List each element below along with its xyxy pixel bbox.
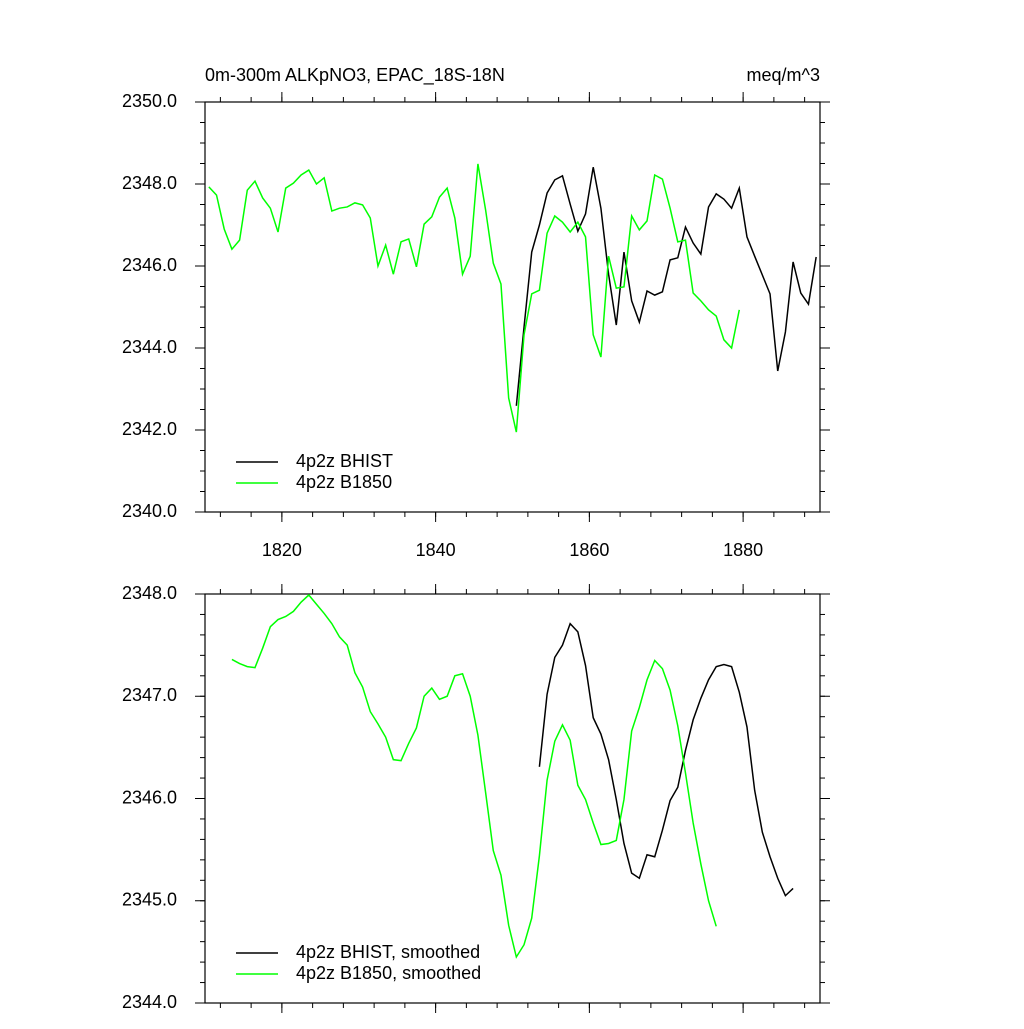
legend-label: 4p2z B1850, smoothed <box>296 963 481 983</box>
series-line <box>538 622 794 897</box>
chart-title: 0m-300m ALKpNO3, EPAC_18S-18N <box>205 65 505 86</box>
y-tick-label: 2344.0 <box>122 992 177 1012</box>
y-tick-label: 2350.0 <box>122 91 177 111</box>
y-tick-label: 2346.0 <box>122 255 177 275</box>
x-tick-label: 1880 <box>723 540 763 560</box>
y-tick-label: 2346.0 <box>122 787 177 807</box>
y-tick-label: 2342.0 <box>122 419 177 439</box>
series-line <box>231 593 717 959</box>
y-tick-label: 2348.0 <box>122 173 177 193</box>
x-tick-label: 1860 <box>569 540 609 560</box>
y-tick-label: 2340.0 <box>122 501 177 521</box>
x-tick-label: 1840 <box>416 540 456 560</box>
x-tick-label: 1820 <box>262 540 302 560</box>
legend-label: 4p2z BHIST, smoothed <box>296 942 480 962</box>
legend-label: 4p2z BHIST <box>296 451 393 471</box>
units-label: meq/m^3 <box>747 65 820 85</box>
y-tick-label: 2344.0 <box>122 337 177 357</box>
y-tick-label: 2347.0 <box>122 685 177 705</box>
y-tick-label: 2345.0 <box>122 890 177 910</box>
series-line <box>515 167 817 406</box>
series-line <box>208 163 741 433</box>
y-tick-label: 2348.0 <box>122 583 177 603</box>
legend-label: 4p2z B1850 <box>296 472 392 492</box>
